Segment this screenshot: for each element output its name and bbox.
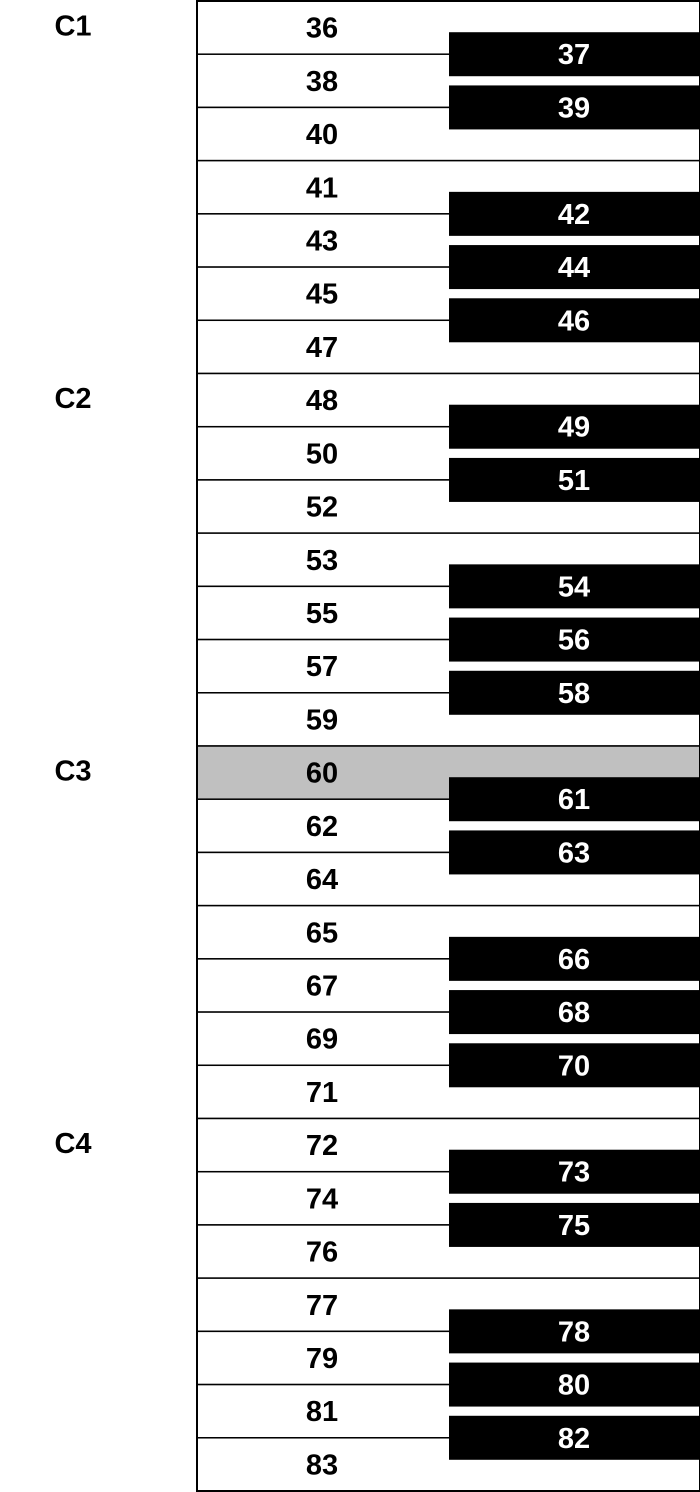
white-key-label: 72 bbox=[306, 1130, 338, 1162]
black-key-body bbox=[449, 777, 700, 822]
black-keys-group: 37 39 42 44 46 49 51 54 56 58 61 63 66 68 70 73 75 78 80 82 bbox=[449, 32, 700, 1460]
white-key-label: 41 bbox=[306, 172, 338, 204]
black-key-label: 39 bbox=[558, 92, 590, 124]
black-key-body bbox=[449, 564, 700, 609]
white-key-label: 83 bbox=[306, 1449, 338, 1481]
black-key-body bbox=[449, 1202, 700, 1247]
black-key: 61 bbox=[449, 777, 700, 822]
black-key-body bbox=[449, 1362, 700, 1407]
black-key-label: 46 bbox=[558, 305, 590, 337]
black-key: 78 bbox=[449, 1309, 700, 1354]
black-key-label: 44 bbox=[558, 252, 590, 284]
white-key-label: 76 bbox=[306, 1237, 338, 1269]
black-key-body bbox=[449, 830, 700, 875]
white-key-label: 53 bbox=[306, 545, 338, 577]
white-key-label: 48 bbox=[306, 385, 338, 417]
black-key-label: 49 bbox=[558, 412, 590, 444]
black-key-label: 73 bbox=[558, 1157, 590, 1189]
white-key-label: 64 bbox=[306, 864, 338, 896]
black-key: 37 bbox=[449, 32, 700, 77]
octave-label: C2 bbox=[54, 383, 91, 415]
octave-label: C3 bbox=[54, 756, 91, 788]
white-key-label: 60 bbox=[306, 758, 338, 790]
black-key: 49 bbox=[449, 404, 700, 449]
black-key-label: 37 bbox=[558, 39, 590, 71]
black-key-label: 68 bbox=[558, 997, 590, 1029]
white-key-label: 50 bbox=[306, 438, 338, 470]
black-key-body bbox=[449, 617, 700, 662]
black-key-body bbox=[449, 85, 700, 130]
white-key: 36 bbox=[196, 0, 700, 55]
black-key-label: 80 bbox=[558, 1370, 590, 1402]
black-key: 39 bbox=[449, 85, 700, 130]
black-key-label: 82 bbox=[558, 1423, 590, 1455]
black-key: 51 bbox=[449, 457, 700, 502]
white-key-label: 40 bbox=[306, 119, 338, 151]
black-key: 70 bbox=[449, 1043, 700, 1088]
black-key: 56 bbox=[449, 617, 700, 662]
white-key-label: 81 bbox=[306, 1396, 338, 1428]
white-key-label: 77 bbox=[306, 1290, 338, 1322]
black-key-body bbox=[449, 457, 700, 502]
black-key-label: 58 bbox=[558, 678, 590, 710]
white-key-label: 69 bbox=[306, 1024, 338, 1056]
white-key-label: 59 bbox=[306, 704, 338, 736]
white-key-label: 55 bbox=[306, 598, 338, 630]
black-key-label: 51 bbox=[558, 465, 590, 497]
white-key: 69 bbox=[196, 1011, 700, 1067]
white-key-label: 67 bbox=[306, 970, 338, 1002]
black-key: 63 bbox=[449, 830, 700, 875]
keyboard-frame bbox=[196, 0, 700, 1492]
black-key: 75 bbox=[449, 1202, 700, 1247]
white-key-label: 74 bbox=[306, 1183, 338, 1215]
octave-label: C1 bbox=[54, 11, 91, 43]
black-key-label: 61 bbox=[558, 784, 590, 816]
black-key-label: 70 bbox=[558, 1050, 590, 1082]
white-key-label: 79 bbox=[306, 1343, 338, 1375]
black-key-body bbox=[449, 1149, 700, 1194]
black-key-body bbox=[449, 245, 700, 290]
black-key: 66 bbox=[449, 936, 700, 981]
black-key-label: 75 bbox=[558, 1210, 590, 1242]
black-key: 58 bbox=[449, 670, 700, 715]
black-key-label: 56 bbox=[558, 625, 590, 657]
black-key-label: 42 bbox=[558, 199, 590, 231]
white-key-label: 45 bbox=[306, 279, 338, 311]
white-key-label: 52 bbox=[306, 492, 338, 524]
white-key-label: 71 bbox=[306, 1077, 338, 1109]
white-key-label: 47 bbox=[306, 332, 338, 364]
black-key-label: 78 bbox=[558, 1316, 590, 1348]
white-key-label: 57 bbox=[306, 651, 338, 683]
black-key-body bbox=[449, 404, 700, 449]
black-key-label: 54 bbox=[558, 571, 590, 603]
white-key: 65 bbox=[196, 904, 700, 960]
black-key-body bbox=[449, 1415, 700, 1460]
black-key: 82 bbox=[449, 1415, 700, 1460]
black-key-label: 63 bbox=[558, 837, 590, 869]
white-key-label: 38 bbox=[306, 66, 338, 98]
black-key-body bbox=[449, 1043, 700, 1088]
black-key: 46 bbox=[449, 298, 700, 343]
black-key-body bbox=[449, 990, 700, 1035]
black-key: 42 bbox=[449, 191, 700, 236]
white-key-label: 36 bbox=[306, 13, 338, 45]
black-key: 68 bbox=[449, 990, 700, 1035]
white-key-label: 43 bbox=[306, 225, 338, 257]
black-key: 44 bbox=[449, 245, 700, 290]
black-key-body bbox=[449, 670, 700, 715]
white-key-label: 65 bbox=[306, 917, 338, 949]
black-key-body bbox=[449, 1309, 700, 1354]
black-key-label: 66 bbox=[558, 944, 590, 976]
black-key: 54 bbox=[449, 564, 700, 609]
octave-label: C4 bbox=[54, 1128, 91, 1160]
black-key: 80 bbox=[449, 1362, 700, 1407]
black-key-body bbox=[449, 32, 700, 77]
black-key-body bbox=[449, 936, 700, 981]
black-key: 73 bbox=[449, 1149, 700, 1194]
black-key-body bbox=[449, 191, 700, 236]
octave-labels-group: C1 C2 C3 C4 bbox=[54, 11, 91, 1161]
white-key-label: 62 bbox=[306, 811, 338, 843]
black-key-body bbox=[449, 298, 700, 343]
